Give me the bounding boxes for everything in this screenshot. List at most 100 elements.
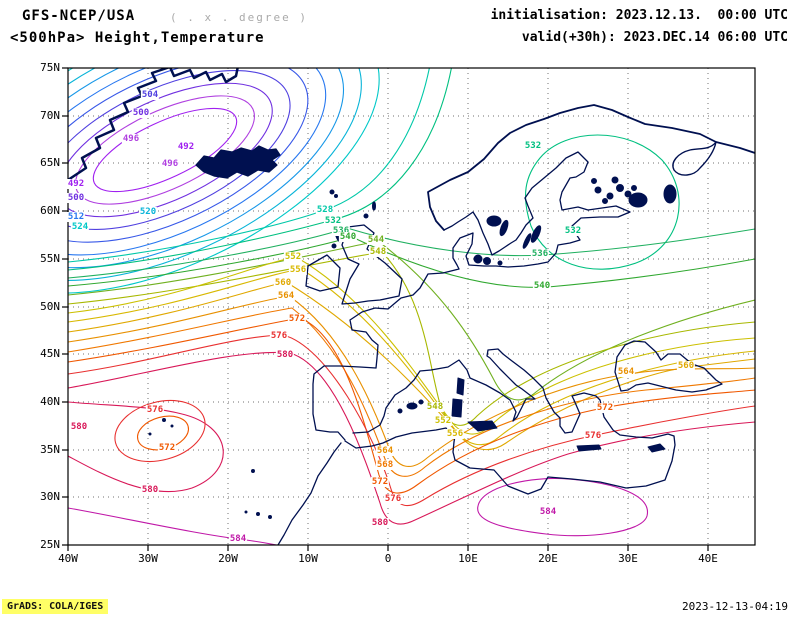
latlon-grid	[67, 67, 755, 546]
lon-tick-label: 10W	[298, 552, 318, 565]
lat-tick-label: 40N	[40, 395, 60, 408]
lat-tick-label: 55N	[40, 252, 60, 265]
init-time-label: initialisation: 2023.12.13. 00:00 UTC	[490, 8, 788, 23]
contour-line	[68, 70, 291, 230]
contour-line	[68, 507, 280, 545]
contour-line	[477, 477, 648, 537]
contour-value-label: 496	[160, 159, 180, 169]
contour-value-label: 560	[273, 278, 293, 288]
valid-time-label: valid(+30h): 2023.DEC.14 06:00 UTC	[521, 30, 788, 45]
height-contours	[68, 68, 755, 545]
lon-tick-label: 30W	[138, 552, 158, 565]
lon-tick-label: 40E	[698, 552, 718, 565]
lon-tick-label: 40W	[58, 552, 78, 565]
contour-value-label: 536	[530, 249, 550, 259]
contour-value-label: 496	[121, 134, 141, 144]
contour-value-label: 584	[228, 534, 248, 544]
contour-value-label: 568	[375, 460, 395, 470]
contour-value-label: 576	[383, 494, 403, 504]
contour-value-label: 584	[538, 507, 558, 517]
contour-value-label: 560	[676, 361, 696, 371]
contour-value-label: 572	[595, 403, 615, 413]
coastlines	[68, 68, 755, 545]
resolution-note: ( . x . degree )	[170, 11, 308, 24]
lat-tick-label: 30N	[40, 490, 60, 503]
contour-line	[68, 295, 755, 467]
contour-value-label: 564	[375, 446, 395, 456]
contour-value-label: 492	[176, 142, 196, 152]
contour-value-label: 572	[287, 314, 307, 324]
contour-value-label: 548	[425, 402, 445, 412]
contour-line	[68, 82, 273, 218]
contour-value-label: 580	[275, 350, 295, 360]
contour-value-label: 520	[138, 207, 158, 217]
contour-value-label: 524	[70, 222, 90, 232]
lat-tick-label: 60N	[40, 204, 60, 217]
lat-tick-label: 75N	[40, 61, 60, 74]
contour-line	[68, 317, 755, 494]
generation-timestamp: 2023-12-13-04:19	[682, 600, 788, 613]
coast-black-sea	[614, 340, 723, 393]
contour-line	[68, 68, 362, 281]
contour-value-label: 492	[66, 179, 86, 189]
contour-value-label: 500	[131, 108, 151, 118]
contour-value-label: 556	[445, 429, 465, 439]
contour-line	[68, 68, 309, 243]
lat-tick-label: 65N	[40, 156, 60, 169]
product-title: <500hPa> Height,Temperature	[10, 30, 265, 46]
contour-value-label: 552	[283, 252, 303, 262]
lat-tick-label: 25N	[40, 538, 60, 551]
contour-value-label: 528	[315, 205, 335, 215]
contour-value-label: 572	[157, 443, 177, 453]
grads-stamp: GrADS: COLA/IGES	[2, 599, 109, 614]
contour-value-label: 504	[140, 90, 160, 100]
contour-value-label: 572	[370, 477, 390, 487]
contour-value-label: 576	[583, 431, 603, 441]
contour-value-label: 512	[66, 212, 86, 222]
contour-line	[68, 236, 755, 288]
contour-line	[68, 68, 345, 269]
coast-baltic-weurope	[277, 151, 676, 545]
coast-iceland	[195, 145, 281, 179]
map-frame	[67, 67, 756, 546]
lon-tick-label: 0	[384, 552, 392, 565]
lon-tick-label: 20E	[538, 552, 558, 565]
contour-line	[68, 240, 755, 401]
axis-ticks	[62, 67, 709, 551]
lat-tick-label: 35N	[40, 443, 60, 456]
contour-line	[68, 256, 755, 435]
contour-value-label: 576	[145, 405, 165, 415]
contour-value-label: 532	[563, 226, 583, 236]
contour-line	[68, 307, 755, 477]
contour-line	[525, 134, 680, 270]
contour-line	[92, 107, 238, 193]
contour-value-label: 540	[532, 281, 552, 291]
contour-value-label: 532	[523, 141, 543, 151]
lat-tick-label: 45N	[40, 347, 60, 360]
contour-value-label: 548	[368, 247, 388, 257]
islands-and-lakes	[148, 176, 677, 519]
coast-white-sea	[672, 141, 717, 176]
contour-value-label: 556	[288, 265, 308, 275]
contour-line	[68, 227, 755, 279]
contour-value-label: 564	[276, 291, 296, 301]
contour-value-label: 540	[338, 232, 358, 242]
contour-value-label: 532	[323, 216, 343, 226]
lon-tick-label: 30E	[618, 552, 638, 565]
contour-line	[114, 400, 206, 462]
contour-line	[68, 401, 224, 493]
lon-tick-label: 10E	[458, 552, 478, 565]
contour-value-label: 536	[331, 226, 351, 236]
contour-value-label: 580	[370, 518, 390, 528]
model-title: GFS-NCEP/USA	[22, 8, 136, 24]
contour-line	[68, 68, 327, 256]
contour-value-label: 576	[269, 331, 289, 341]
contour-value-label: 580	[140, 485, 160, 495]
contour-value-label: 552	[433, 416, 453, 426]
contour-line	[68, 334, 755, 507]
contour-line	[68, 251, 755, 426]
contour-value-label: 580	[69, 422, 89, 432]
coast-ireland	[305, 254, 341, 292]
